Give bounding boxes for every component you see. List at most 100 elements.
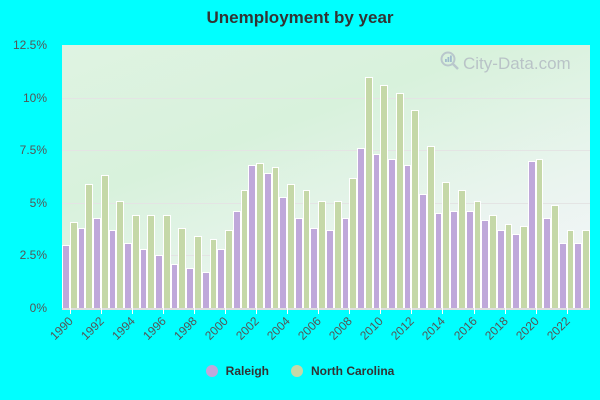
x-tick [566,308,568,314]
bar-north-carolina-2018[interactable] [504,223,513,308]
bar-north-carolina-1998[interactable] [194,236,202,308]
bar-north-carolina-2007[interactable] [333,200,342,308]
x-tick [225,308,227,314]
bar-raleigh-2015[interactable] [450,211,458,308]
bar-north-carolina-2019[interactable] [520,225,528,308]
bar-north-carolina-2021[interactable] [551,204,559,308]
bar-raleigh-1999[interactable] [201,272,210,308]
bar-north-carolina-2009[interactable] [364,76,373,308]
x-tick [411,308,413,314]
bar-north-carolina-2008[interactable] [349,177,358,308]
bar-north-carolina-2000[interactable] [225,230,233,308]
bar-north-carolina-2011[interactable] [395,93,404,308]
bar-raleigh-2017[interactable] [481,219,490,308]
bar-raleigh-2013[interactable] [419,194,427,308]
bar-raleigh-2019[interactable] [512,234,521,308]
bar-north-carolina-1993[interactable] [116,200,125,308]
bar-raleigh-1996[interactable] [155,255,163,308]
bar-raleigh-1991[interactable] [77,228,86,308]
bar-north-carolina-1999[interactable] [209,238,218,308]
x-tick-label: 2014 [419,314,449,343]
bar-raleigh-2016[interactable] [465,211,474,308]
bar-raleigh-1990[interactable] [62,244,70,308]
gridline [62,150,590,152]
bar-north-carolina-1990[interactable] [69,221,78,308]
legend-item-north-carolina[interactable]: North Carolina [291,364,394,378]
bar-raleigh-2021[interactable] [543,217,552,308]
bar-raleigh-1995[interactable] [139,249,148,308]
x-tick [69,308,71,314]
bar-north-carolina-2005[interactable] [302,190,311,308]
bar-raleigh-2014[interactable] [434,213,443,308]
y-tick-label: 10% [22,90,47,105]
bar-north-carolina-2020[interactable] [535,158,544,308]
bar-north-carolina-2013[interactable] [426,146,435,308]
bar-raleigh-2001[interactable] [232,211,241,308]
bar-raleigh-2011[interactable] [388,158,396,308]
bar-north-carolina-2014[interactable] [442,181,451,308]
legend-label: Raleigh [225,364,269,378]
legend-label: North Carolina [311,364,395,378]
bar-raleigh-2008[interactable] [341,217,350,308]
bar-north-carolina-2015[interactable] [458,190,466,308]
bar-north-carolina-2002[interactable] [256,162,264,308]
bar-raleigh-2005[interactable] [294,217,303,308]
bar-raleigh-2002[interactable] [248,164,257,308]
bar-raleigh-2023[interactable] [574,242,583,308]
bar-raleigh-2006[interactable] [310,228,319,308]
x-tick-label: 1998 [171,314,200,343]
bar-raleigh-2003[interactable] [263,173,272,308]
bar-raleigh-1998[interactable] [186,268,194,308]
magnifier-chart-icon [440,51,460,76]
x-tick-label: 2006 [295,314,325,343]
bar-north-carolina-1997[interactable] [178,228,187,308]
bar-north-carolina-2023[interactable] [582,230,590,308]
bar-raleigh-1992[interactable] [93,217,101,308]
bar-north-carolina-2006[interactable] [318,200,326,308]
legend: Raleigh North Carolina [0,364,600,378]
bar-north-carolina-1991[interactable] [85,183,94,308]
x-tick-label: 2010 [357,314,387,343]
bar-north-carolina-2010[interactable] [380,84,389,308]
x-tick-label: 2016 [450,314,480,343]
x-tick-label: 1992 [77,314,107,343]
legend-item-raleigh[interactable]: Raleigh [205,364,269,378]
x-tick-label: 2018 [481,314,511,343]
watermark-text: City-Data.com [463,53,571,73]
bar-north-carolina-2012[interactable] [411,110,420,308]
legend-swatch-raleigh [205,365,218,377]
bar-north-carolina-1996[interactable] [162,215,171,308]
bar-raleigh-2007[interactable] [326,230,334,308]
bar-north-carolina-2001[interactable] [240,190,249,308]
bar-raleigh-2004[interactable] [279,196,288,308]
x-tick-label: 1990 [46,314,76,343]
x-tick-label: 2008 [326,314,356,343]
bar-raleigh-2022[interactable] [558,242,567,308]
x-tick [535,308,537,314]
bar-raleigh-1993[interactable] [108,230,117,308]
bar-raleigh-2018[interactable] [496,230,505,308]
y-tick-label: 12.5% [12,38,47,52]
bar-north-carolina-2017[interactable] [489,215,497,308]
bar-raleigh-2010[interactable] [372,154,381,308]
bar-north-carolina-1992[interactable] [100,175,109,308]
x-tick [256,308,258,314]
bar-raleigh-2020[interactable] [527,160,536,308]
bar-raleigh-1997[interactable] [170,263,179,308]
y-tick-label: 2.5% [19,248,47,263]
bar-raleigh-2012[interactable] [403,164,412,308]
x-tick-label: 2002 [233,314,263,343]
bar-north-carolina-1994[interactable] [131,215,140,308]
x-tick [349,308,351,314]
bar-north-carolina-2004[interactable] [287,183,295,308]
bar-north-carolina-1995[interactable] [147,215,156,308]
x-tick [287,308,289,314]
bar-raleigh-1994[interactable] [124,242,132,308]
bar-north-carolina-2003[interactable] [271,167,280,308]
bar-north-carolina-2016[interactable] [473,200,482,308]
bar-raleigh-2000[interactable] [217,249,226,308]
y-tick-label: 7.5% [19,143,47,158]
bar-north-carolina-2022[interactable] [566,230,575,308]
bar-raleigh-2009[interactable] [357,148,365,308]
x-tick [194,308,195,314]
